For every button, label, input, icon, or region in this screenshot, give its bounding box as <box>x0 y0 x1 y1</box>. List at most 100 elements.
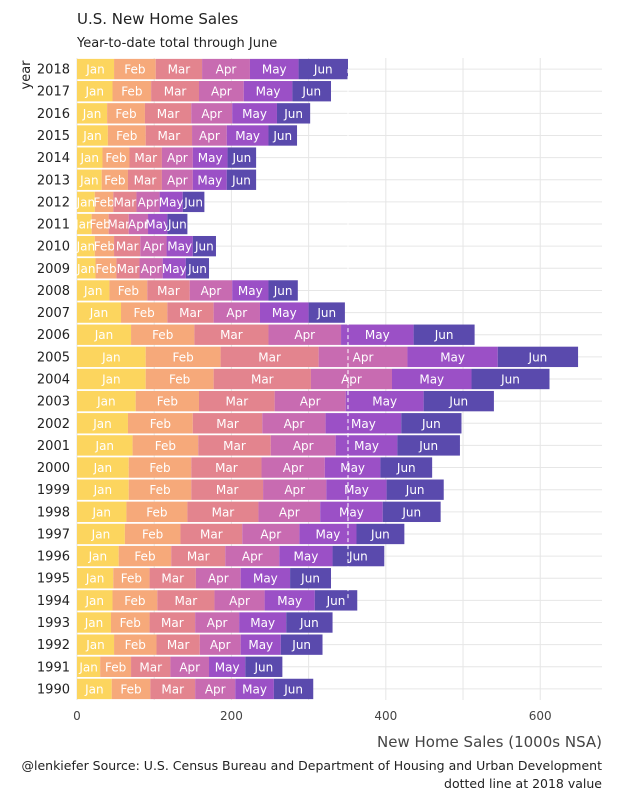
y-tick-label: 2002 <box>37 417 70 432</box>
bar-segment-2009-jan <box>77 258 96 279</box>
bar-label-2013-jun: Jun <box>231 173 251 187</box>
y-tick-label: 2009 <box>37 262 70 277</box>
bar-label-2012-feb: Feb <box>93 195 114 209</box>
bar-label-2003-jun: Jun <box>448 395 468 409</box>
bar-label-1992-apr: Apr <box>210 638 231 652</box>
bar-label-2015-feb: Feb <box>116 129 137 143</box>
y-tick-label: 2003 <box>37 395 70 410</box>
bar-segment-2000-mar <box>191 457 262 478</box>
bar-segment-1999-jan <box>77 479 129 500</box>
bar-label-2011-jan: Jan <box>74 218 94 232</box>
bar-label-2018-jan: Jan <box>85 63 105 77</box>
bar-segment-2016-mar <box>144 103 192 124</box>
bar-segment-1995-apr <box>195 568 241 589</box>
bar-label-1998-feb: Feb <box>146 505 167 519</box>
bar-segment-1997-mar <box>180 523 243 545</box>
bar-label-2005-jan: Jan <box>101 350 121 364</box>
bar-segment-1994-apr <box>214 590 265 611</box>
bar-segment-2004-mar <box>213 368 311 390</box>
bar-segment-2017-mar <box>151 81 199 102</box>
y-tick-label: 1991 <box>37 660 70 675</box>
bar-label-2005-feb: Feb <box>173 350 194 364</box>
bar-segment-2017-apr <box>198 81 244 102</box>
bar-label-2018-feb: Feb <box>124 63 145 77</box>
bar-segment-2006-mar <box>194 324 269 345</box>
bar-segment-2012-jan <box>77 191 95 213</box>
bar-segment-2018-jan <box>77 58 115 80</box>
bar-label-1998-may: May <box>339 505 364 519</box>
bar-segment-2015-feb <box>107 125 146 146</box>
x-tick-label: 0 <box>73 709 81 723</box>
bar-segment-1994-feb <box>112 590 158 611</box>
bar-segment-1990-feb <box>111 678 151 700</box>
bar-segment-2008-apr <box>189 280 233 301</box>
bar-segment-1992-jun <box>280 634 323 655</box>
y-tick-label: 2007 <box>37 306 70 321</box>
bar-segment-2001-jan <box>77 435 133 456</box>
bar-segment-2010-mar <box>114 235 141 257</box>
bar-segment-2011-feb <box>91 213 109 235</box>
bar-label-2007-jun: Jun <box>316 306 336 320</box>
bar-segment-2013-jun <box>226 169 257 190</box>
bar-segment-1997-jun <box>356 523 405 545</box>
bar-segment-1990-jun <box>273 678 314 700</box>
bar-segment-1990-mar <box>150 678 196 700</box>
bar-segment-2007-mar <box>167 302 214 323</box>
bar-segment-1991-jan <box>77 656 101 677</box>
y-tick-label: 1998 <box>37 505 70 520</box>
bar-segment-1992-jan <box>77 634 115 655</box>
bar-segment-1993-apr <box>195 612 240 633</box>
bar-segment-1998-feb <box>126 501 188 523</box>
bar-segment-2011-mar <box>108 213 129 235</box>
bar-label-2008-may: May <box>238 284 263 298</box>
y-axis-label: year <box>19 60 34 90</box>
bar-label-1991-apr: Apr <box>179 660 200 674</box>
bar-label-1994-mar: Mar <box>175 594 198 608</box>
chart-subtitle: Year-to-date total through June <box>76 36 277 51</box>
bar-segment-2006-jan <box>77 324 132 345</box>
bar-label-1996-feb: Feb <box>134 550 155 564</box>
bar-segment-2006-jun <box>413 324 475 345</box>
bar-segment-2013-jan <box>77 169 102 190</box>
bar-segment-2001-mar <box>198 435 271 456</box>
bar-label-2002-jun: Jun <box>421 417 441 431</box>
bar-label-1996-may: May <box>294 550 319 564</box>
bar-label-1990-jun: Jun <box>283 682 303 696</box>
bar-label-2012-mar: Mar <box>114 195 137 209</box>
x-tick-layer: 0 200 400 600 <box>73 709 552 723</box>
bar-label-2003-feb: Feb <box>157 395 178 409</box>
bar-label-1996-mar: Mar <box>187 550 210 564</box>
bar-label-1997-feb: Feb <box>142 527 163 541</box>
bar-segment-2015-jan <box>77 125 108 146</box>
bar-label-2003-mar: Mar <box>225 395 248 409</box>
bar-segment-2009-apr <box>139 258 163 279</box>
bar-label-2000-mar: Mar <box>215 461 238 475</box>
x-axis-label: New Home Sales (1000s NSA) <box>377 733 602 751</box>
y-tick-label: 2012 <box>37 195 70 210</box>
bar-segment-2017-jun <box>292 81 332 102</box>
bar-label-2012-jun: Jun <box>183 195 203 209</box>
bar-segment-1992-feb <box>114 634 157 655</box>
bar-label-2010-apr: Apr <box>143 240 164 254</box>
bar-label-2005-apr: Apr <box>353 350 374 364</box>
bar-segment-2014-feb <box>102 147 130 168</box>
caption-note: dotted line at 2018 value <box>444 776 602 791</box>
bar-label-2014-jun: Jun <box>231 151 251 165</box>
bar-segment-2003-jun <box>423 390 494 412</box>
bar-segment-1995-may <box>240 568 291 589</box>
bar-label-1999-may: May <box>344 483 369 497</box>
bar-label-2010-jan: Jan <box>76 240 96 254</box>
bar-segment-1996-jun <box>332 545 385 567</box>
bar-segment-2009-jun <box>185 258 210 279</box>
bar-label-1996-apr: Apr <box>242 550 263 564</box>
bar-segment-2014-may <box>192 147 228 168</box>
bar-segment-2018-may <box>249 58 299 80</box>
bar-segment-1993-jan <box>77 612 111 633</box>
bar-segment-1999-jun <box>386 479 444 500</box>
bar-segment-2000-may <box>324 457 381 478</box>
bar-segment-2008-may <box>232 280 269 301</box>
bar-segment-2016-apr <box>191 103 233 124</box>
bar-segment-1997-may <box>299 523 357 545</box>
bar-segment-2011-jan <box>77 213 92 235</box>
